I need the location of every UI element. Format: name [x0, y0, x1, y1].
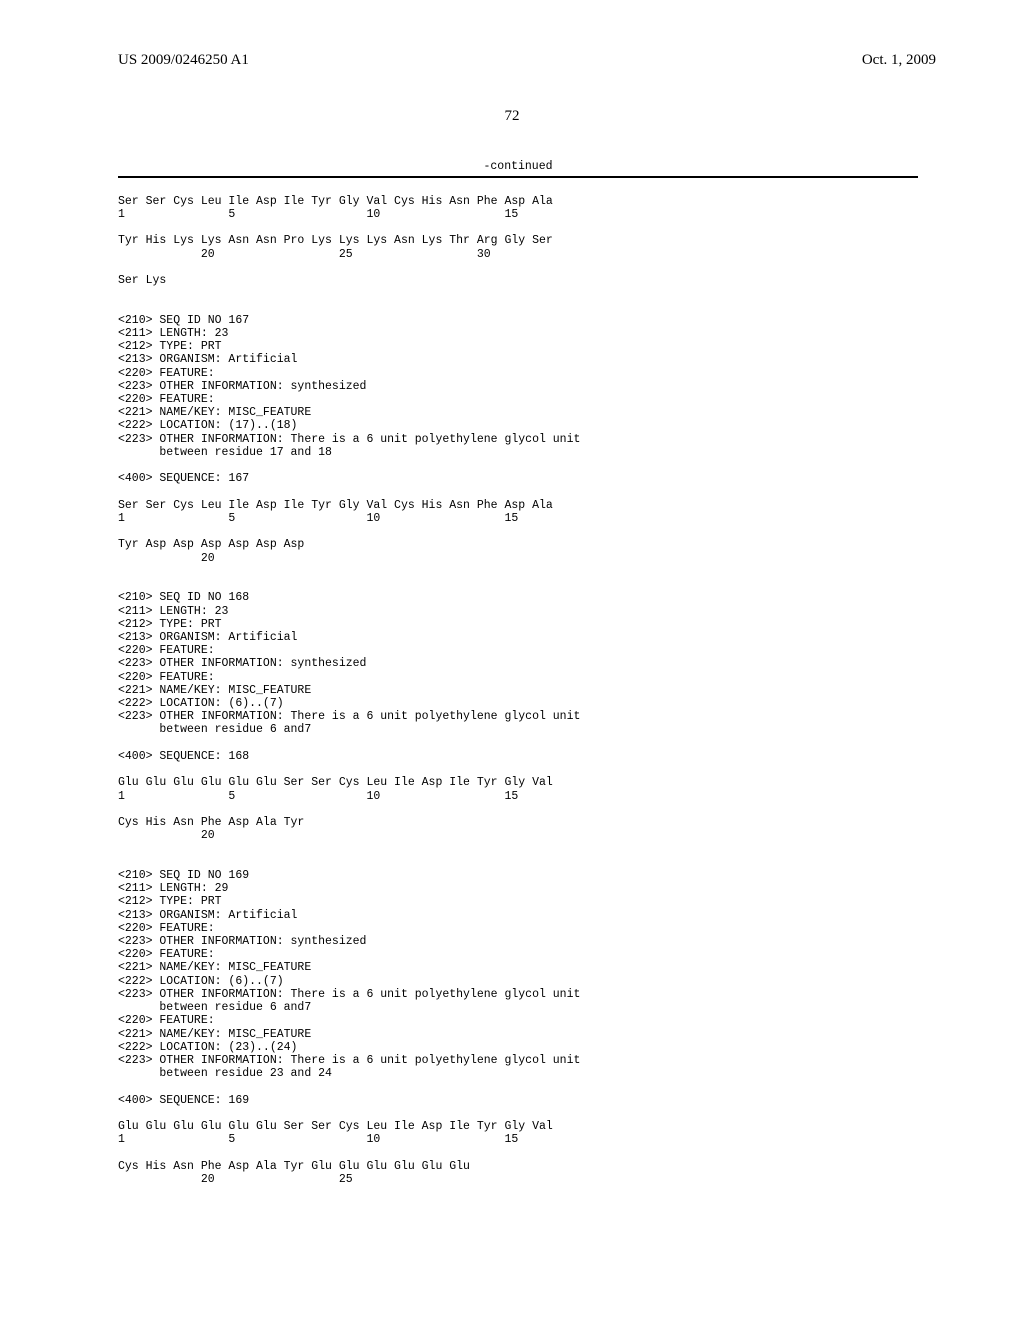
running-header: US 2009/0246250 A1 Oct. 1, 2009	[0, 52, 1024, 69]
section-rule	[118, 176, 918, 178]
publication-number: US 2009/0246250 A1	[118, 52, 249, 69]
page-number: 72	[0, 108, 1024, 125]
page: US 2009/0246250 A1 Oct. 1, 2009 72 -cont…	[0, 0, 1024, 1320]
continued-label: -continued	[118, 160, 918, 173]
publication-date: Oct. 1, 2009	[862, 52, 936, 69]
sequence-listing: Ser Ser Cys Leu Ile Asp Ile Tyr Gly Val …	[118, 182, 918, 1187]
